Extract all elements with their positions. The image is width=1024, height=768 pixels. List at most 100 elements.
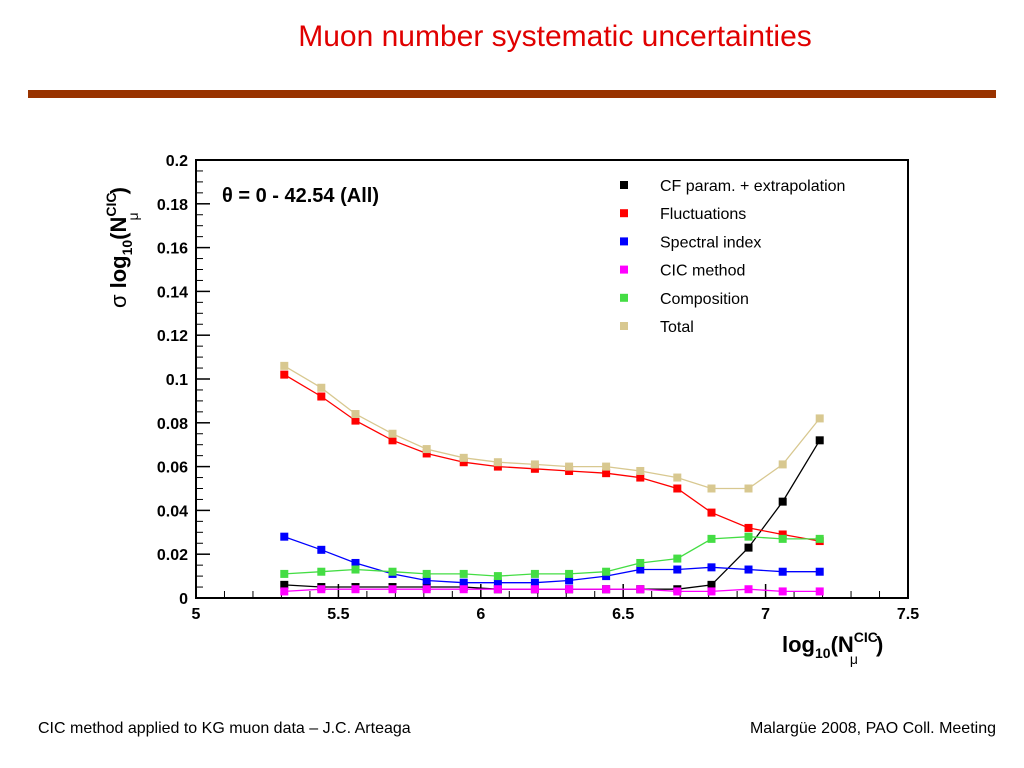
- data-point-cf-param-extrapolation: [815, 436, 824, 445]
- data-point-spectral-index: [280, 532, 289, 541]
- data-point-cf-param-extrapolation: [707, 580, 716, 589]
- data-point-composition: [744, 532, 753, 541]
- data-point-composition: [459, 569, 468, 578]
- data-point-total: [351, 410, 360, 419]
- legend-marker: [620, 293, 628, 302]
- data-point-spectral-index: [673, 565, 682, 574]
- data-point-spectral-index: [744, 565, 753, 574]
- data-point-cic-method: [351, 585, 360, 594]
- legend-marker: [620, 322, 628, 330]
- data-point-composition: [778, 534, 787, 543]
- series-layer: [280, 361, 824, 596]
- data-point-cic-method: [673, 587, 682, 596]
- data-point-cic-method: [602, 585, 611, 594]
- data-point-total: [317, 383, 326, 392]
- legend-label: Composition: [660, 291, 749, 308]
- chart-annotation: θ = 0 - 42.54 (All): [222, 185, 379, 207]
- y-tick-label: 0.08: [157, 416, 188, 433]
- data-point-spectral-index: [778, 567, 787, 576]
- y-tick-label: 0: [179, 591, 188, 608]
- data-point-spectral-index: [565, 576, 574, 585]
- data-point-composition: [815, 534, 824, 543]
- series-line-fluctuations: [283, 374, 820, 542]
- data-point-total: [602, 462, 611, 471]
- title-divider: [28, 90, 996, 98]
- y-tick-label: 0.12: [157, 328, 188, 345]
- series-line-cf-param-extrapolation: [284, 439, 821, 590]
- data-point-composition: [602, 567, 611, 576]
- y-tick-label: 0.04: [157, 503, 188, 520]
- data-point-total: [530, 460, 539, 469]
- data-point-fluctuations: [673, 484, 682, 493]
- plot-frame: [195, 159, 909, 599]
- legend-label: CF param. + extrapolation: [660, 178, 845, 195]
- data-point-composition: [673, 554, 682, 563]
- legend-label: Total: [660, 319, 694, 336]
- y-tick-label: 0.18: [157, 197, 188, 214]
- x-tick-label: 7.5: [897, 606, 919, 623]
- data-point-spectral-index: [422, 576, 431, 585]
- series-composition: [280, 532, 824, 581]
- legend: CF param. + extrapolation Fluctuations Spe…: [620, 178, 845, 336]
- data-point-cf-param-extrapolation: [280, 580, 289, 589]
- uncertainty-chart: 0 0.02 0.04 0.06 0.08 0.1 0.12 0.14 0.16 0.18 0.2 5…: [103, 153, 919, 667]
- y-tick-label: 0.06: [157, 460, 188, 477]
- legend-label: Fluctuations: [660, 206, 746, 223]
- data-point-cic-method: [493, 585, 502, 594]
- data-point-total: [778, 460, 787, 469]
- data-point-composition: [636, 558, 645, 567]
- series-fluctuations: [280, 370, 824, 546]
- x-tick-label: 6.5: [612, 606, 634, 623]
- data-point-spectral-index: [815, 567, 824, 576]
- y-tick-label: 0.1: [166, 372, 188, 389]
- data-point-total: [459, 453, 468, 462]
- data-point-cf-param-extrapolation: [744, 543, 753, 552]
- data-point-composition: [707, 534, 716, 543]
- data-point-composition: [280, 569, 289, 578]
- data-point-cic-method: [778, 587, 787, 596]
- data-point-fluctuations: [530, 464, 539, 473]
- y-axis-label: σlog10(NCIC μ): [103, 187, 141, 308]
- data-point-fluctuations: [493, 462, 502, 471]
- legend-marker: [620, 265, 628, 274]
- data-point-total: [388, 429, 397, 438]
- data-point-cic-method: [317, 585, 326, 594]
- data-point-spectral-index: [636, 565, 645, 574]
- data-point-spectral-index: [351, 558, 360, 567]
- data-point-cic-method: [815, 587, 824, 596]
- data-point-cic-method: [565, 585, 574, 594]
- data-point-composition: [530, 569, 539, 578]
- data-point-cic-method: [388, 585, 397, 594]
- data-point-cic-method: [459, 585, 468, 594]
- data-point-total: [422, 445, 431, 454]
- data-point-spectral-index: [602, 572, 611, 581]
- data-point-spectral-index: [493, 578, 502, 587]
- x-tick-label: 7: [761, 606, 770, 623]
- data-point-fluctuations: [388, 436, 397, 445]
- data-point-total: [636, 466, 645, 475]
- legend-label: CIC method: [660, 263, 745, 280]
- series-line-composition: [284, 536, 820, 577]
- legend-label: Spectral index: [660, 234, 761, 251]
- series-total: [280, 361, 824, 493]
- legend-marker: [620, 181, 628, 189]
- series-line-spectral-index: [284, 536, 820, 584]
- data-point-fluctuations: [565, 466, 574, 475]
- data-point-total: [673, 473, 682, 482]
- x-tick-label: 5.5: [327, 606, 349, 623]
- data-point-fluctuations: [351, 416, 360, 425]
- series-line-cic-method: [284, 588, 820, 593]
- data-point-spectral-index: [707, 563, 716, 572]
- legend-marker: [620, 209, 628, 218]
- y-tick-label: 0.16: [157, 241, 188, 258]
- data-point-fluctuations: [602, 469, 611, 478]
- data-point-cic-method: [707, 587, 716, 596]
- footer-left: CIC method applied to KG muon data – J.C…: [38, 720, 411, 737]
- data-point-total: [565, 462, 574, 471]
- data-point-fluctuations: [317, 392, 326, 401]
- data-point-fluctuations: [636, 473, 645, 482]
- data-point-cic-method: [744, 585, 753, 594]
- data-point-fluctuations: [422, 449, 431, 458]
- data-point-spectral-index: [317, 545, 326, 554]
- data-point-composition: [317, 567, 326, 576]
